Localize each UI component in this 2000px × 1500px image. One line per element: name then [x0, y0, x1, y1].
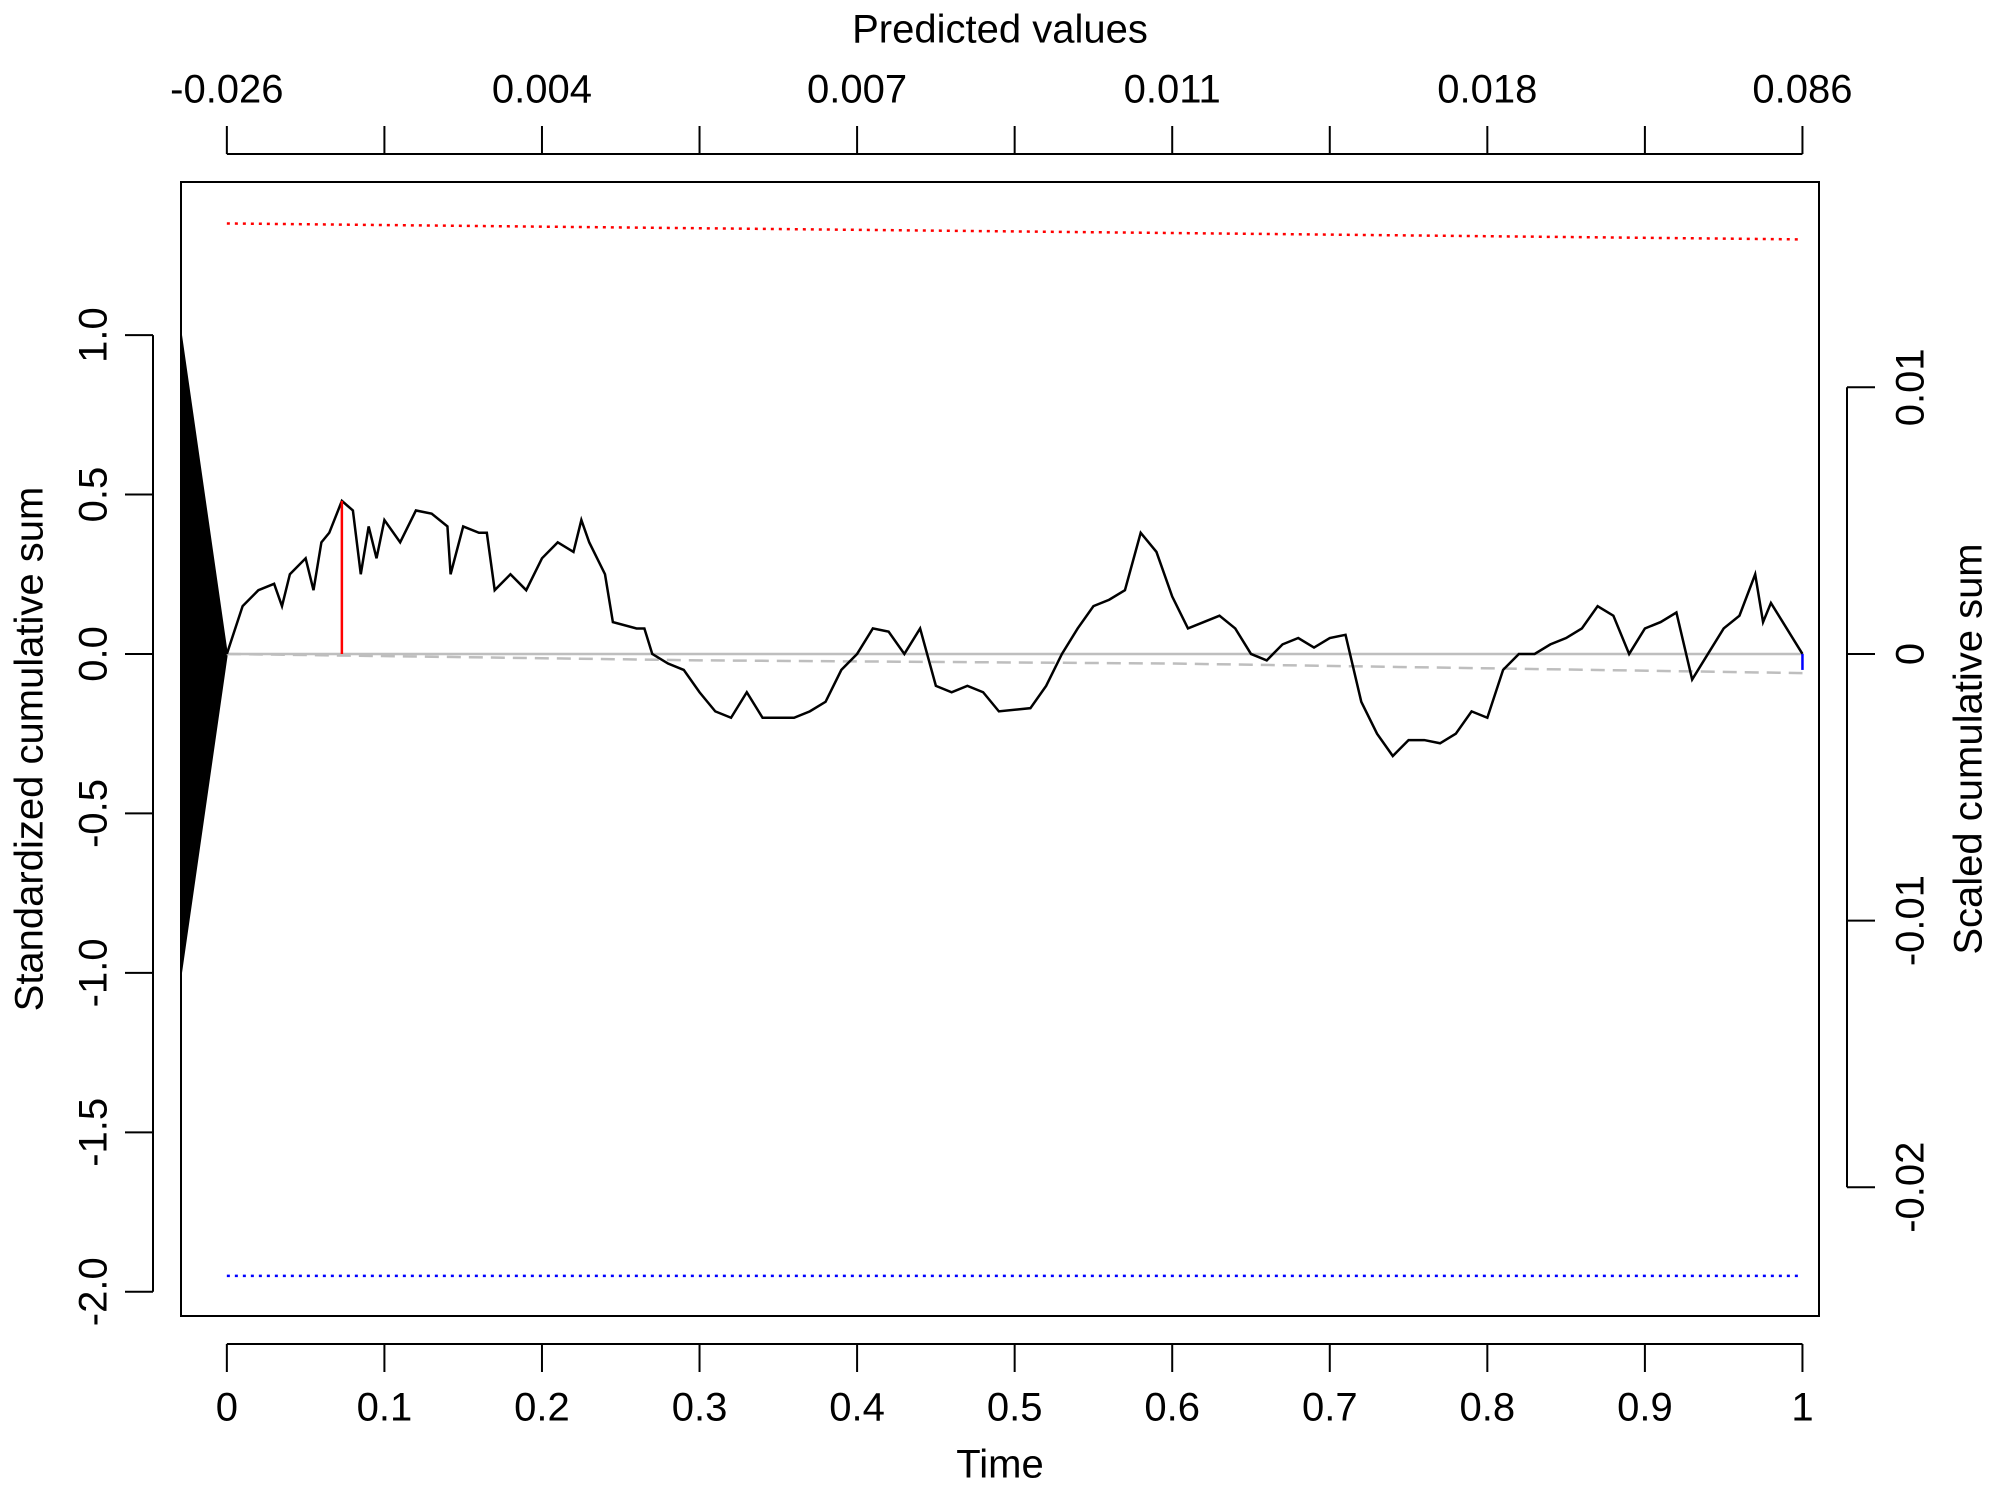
x-tick-label: 0.4	[829, 1386, 885, 1430]
x-tick-label: 0.8	[1460, 1386, 1516, 1430]
x-tick-label: 0.7	[1302, 1386, 1358, 1430]
x-tick-label: 0.9	[1617, 1386, 1673, 1430]
y-tick-label: -1.5	[72, 1098, 116, 1167]
x-axis-title: Time	[956, 1443, 1043, 1487]
y2-tick-label: -0.02	[1889, 1142, 1933, 1233]
y2-axis-title: Scaled cumulative sum	[1947, 543, 1991, 954]
y-axis-title: Standardized cumulative sum	[8, 487, 52, 1012]
plot-frame	[180, 181, 1820, 1317]
y-tick-label: 0.5	[72, 467, 116, 523]
y-tick-label: -2.0	[72, 1257, 116, 1326]
y2-tick-label: -0.01	[1889, 875, 1933, 966]
series-line	[226, 222, 1803, 241]
x2-tick-label: 0.018	[1437, 68, 1537, 112]
series-line	[226, 652, 1803, 675]
series-line	[225, 498, 1804, 758]
funnel-area	[180, 334, 228, 974]
x2-axis-title: Predicted values	[852, 8, 1148, 52]
x-tick-label: 0.6	[1144, 1386, 1200, 1430]
x2-tick-label: -0.026	[170, 68, 283, 112]
x-tick-label: 0.3	[672, 1386, 728, 1430]
y2-tick-label: 0.01	[1889, 348, 1933, 426]
y-tick-label: 0.0	[72, 626, 116, 682]
x-tick-label: 0.5	[987, 1386, 1043, 1430]
x2-tick-label: 0.011	[1124, 68, 1221, 112]
x2-tick-label: 0.004	[492, 68, 592, 112]
y-tick-label: 1.0	[72, 307, 116, 363]
x2-tick-label: 0.007	[807, 68, 907, 112]
y-tick-label: -0.5	[72, 779, 116, 848]
x-tick-label: 0.2	[514, 1386, 570, 1430]
y-tick-label: -1.0	[72, 938, 116, 1007]
x-tick-label: 0.1	[357, 1386, 413, 1430]
y2-tick-label: 0	[1889, 643, 1933, 665]
x-tick-label: 1	[1791, 1386, 1813, 1430]
x2-tick-label: 0.086	[1752, 68, 1852, 112]
x-tick-label: 0	[216, 1386, 238, 1430]
